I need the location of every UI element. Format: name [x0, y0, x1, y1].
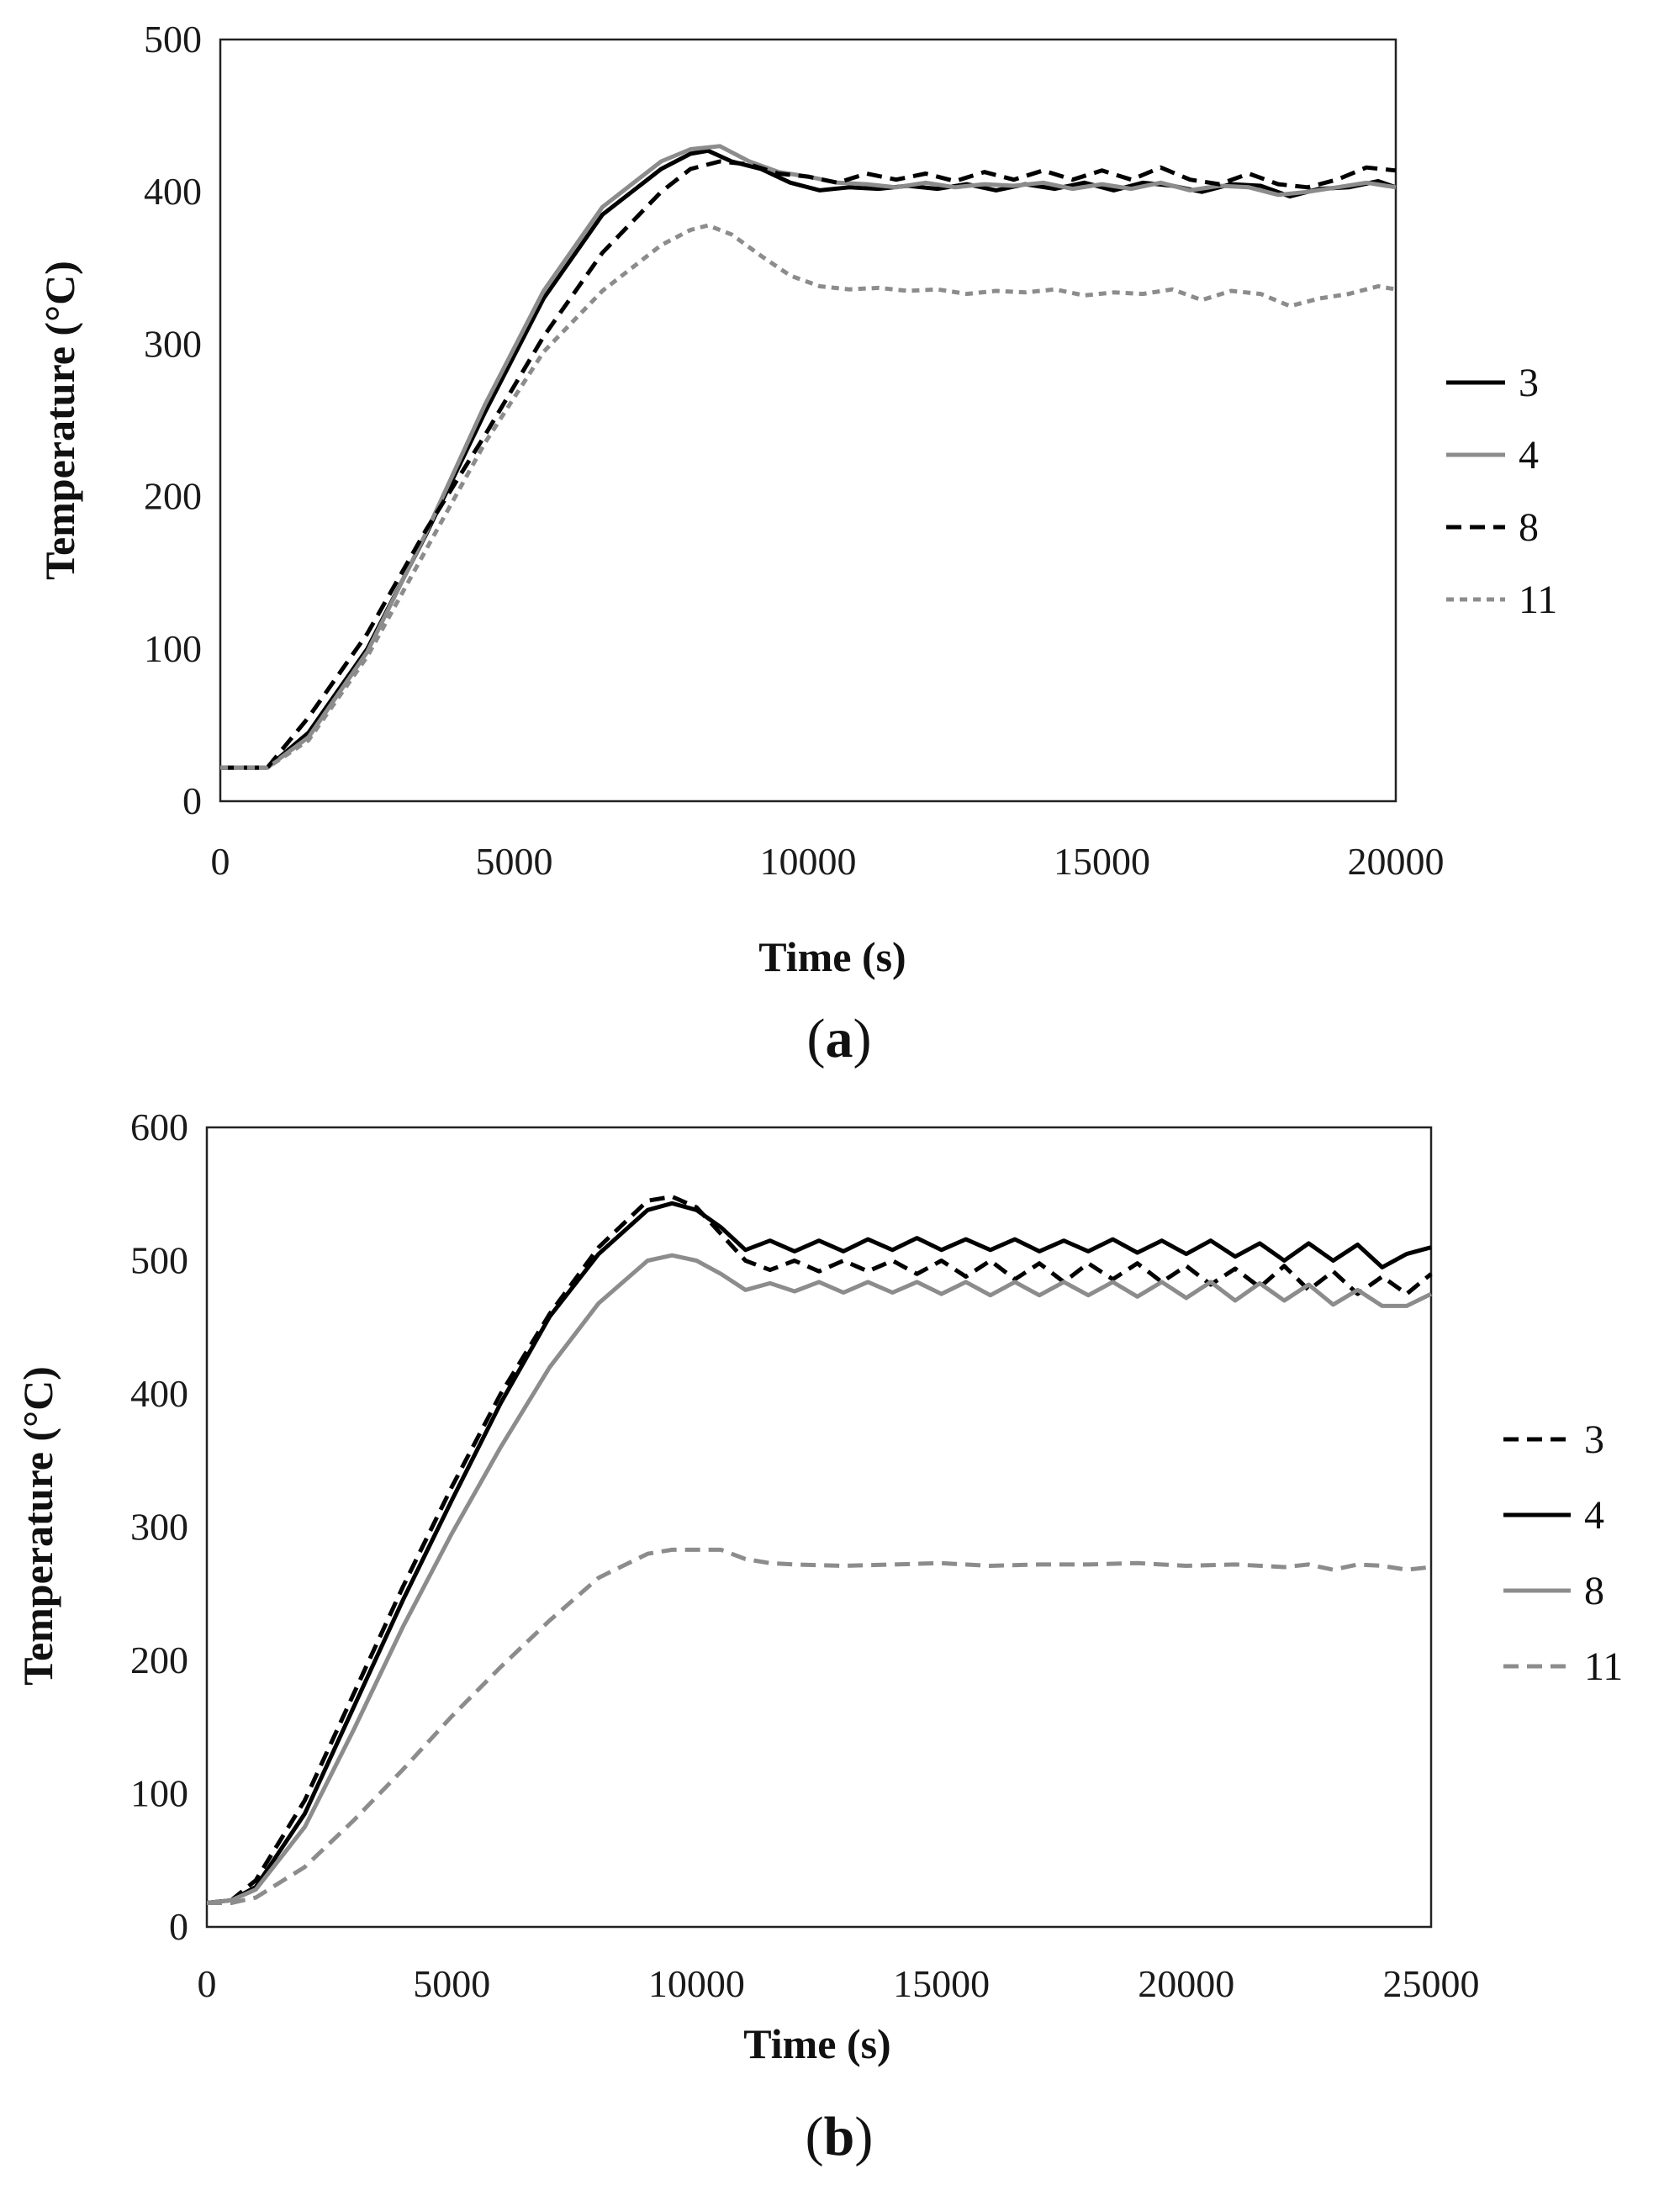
series-line-8 [220, 159, 1397, 770]
legend-a: 3 4 8 11 [1446, 361, 1557, 622]
series-line-11 [207, 1547, 1432, 1905]
x-tick-label: 15000 [1054, 840, 1150, 883]
panel-letter-a: a [826, 1008, 853, 1069]
y-tick-label: 100 [144, 627, 202, 670]
series-line-11 [220, 223, 1397, 770]
x-tick-label: 20000 [1348, 840, 1445, 883]
series-line-8 [206, 1253, 1433, 1905]
series-lines-a [220, 144, 1397, 770]
y-tick-label: 600 [130, 1106, 188, 1148]
plot-area-b [205, 1126, 1433, 1929]
series-line-4 [220, 144, 1397, 770]
x-tick-label: 5000 [476, 840, 553, 883]
series-line-3 [220, 148, 1397, 770]
legend-label-11: 11 [1519, 578, 1557, 622]
y-tick-labels-b: 0 100 200 300 400 500 600 [130, 1106, 188, 1948]
x-tick-label: 20000 [1138, 1962, 1234, 2005]
y-tick-label: 400 [130, 1372, 188, 1415]
legend-label-3: 3 [1584, 1417, 1604, 1462]
y-tick-label: 100 [130, 1772, 188, 1815]
x-tick-labels-a: 0 5000 10000 15000 20000 [211, 840, 1445, 883]
x-axis-label-a: Time (s) [758, 933, 906, 980]
legend-label-8: 8 [1584, 1569, 1604, 1613]
series-line-3 [206, 1194, 1433, 1905]
legend-label-3: 3 [1519, 361, 1539, 405]
y-tick-label: 300 [130, 1506, 188, 1549]
y-tick-label: 0 [182, 779, 202, 822]
legend-b: 3 4 8 11 [1503, 1417, 1623, 1689]
chart-panel-b: 0 100 200 300 400 500 600 0 5000 10000 15000 20000… [14, 1106, 1623, 2167]
y-tick-labels-a: 0 100 200 300 400 500 [144, 18, 202, 822]
x-tick-label: 10000 [648, 1962, 745, 2005]
y-tick-label: 200 [130, 1639, 188, 1681]
legend-label-4: 4 [1584, 1493, 1604, 1538]
y-tick-label: 400 [144, 170, 202, 213]
plot-area-a [219, 38, 1397, 803]
x-tick-labels-b: 0 5000 10000 15000 20000 25000 [198, 1962, 1480, 2005]
legend-label-4: 4 [1519, 433, 1539, 478]
y-axis-label-a: Temperature (°C) [36, 261, 83, 580]
legend-label-8: 8 [1519, 505, 1539, 550]
panel-letter-b: b [824, 2106, 855, 2167]
series-lines-b [206, 1194, 1433, 1905]
x-axis-label-b: Time (s) [743, 2020, 890, 2067]
x-tick-label: 5000 [413, 1962, 490, 2005]
x-tick-label: 25000 [1383, 1962, 1480, 2005]
x-tick-label: 0 [198, 1962, 217, 2005]
panel-label-b: (b) [806, 2106, 874, 2167]
y-tick-label: 500 [144, 18, 202, 61]
legend-label-11: 11 [1584, 1644, 1623, 1689]
chart-panel-a: 0 100 200 300 400 500 0 5000 10000 15000 20000 Te… [36, 18, 1557, 1069]
x-tick-label: 10000 [760, 840, 857, 883]
series-line-4 [206, 1201, 1432, 1905]
y-tick-label: 300 [144, 322, 202, 365]
x-tick-label: 15000 [893, 1962, 990, 2005]
x-tick-label: 0 [211, 840, 230, 883]
y-tick-label: 0 [169, 1905, 188, 1948]
y-tick-label: 200 [144, 475, 202, 518]
panel-label-a: (a) [807, 1008, 872, 1069]
y-axis-label-b: Temperature (°C) [14, 1366, 61, 1686]
y-tick-label: 500 [130, 1239, 188, 1282]
